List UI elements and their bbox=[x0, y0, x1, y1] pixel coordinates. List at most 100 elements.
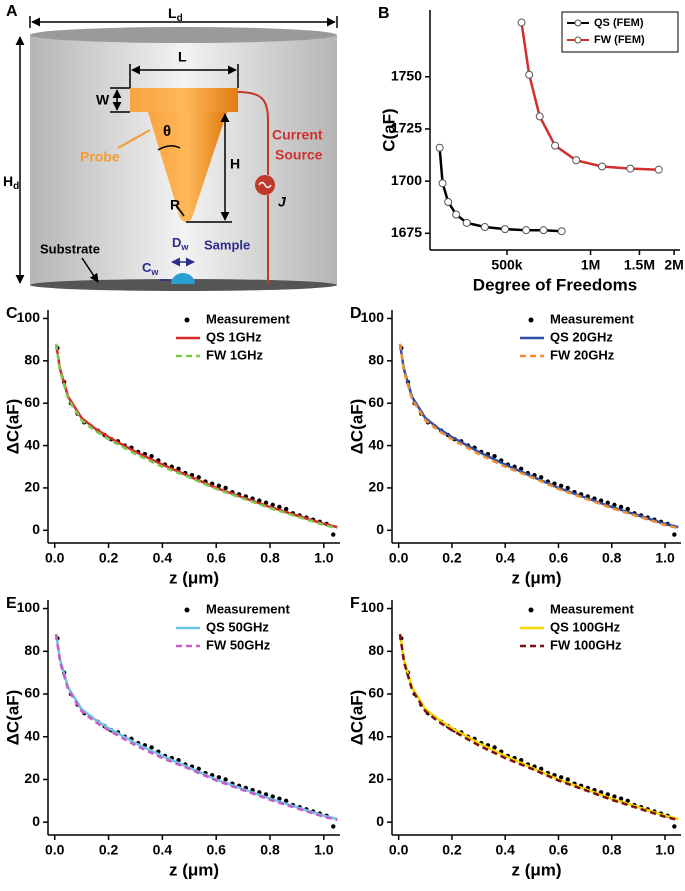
x-tick-label: 0.8 bbox=[260, 550, 280, 566]
data-point bbox=[605, 500, 610, 505]
x-tick-label: 1.0 bbox=[314, 550, 334, 566]
y-axis-label: ΔC(aF) bbox=[347, 690, 366, 746]
legend-marker bbox=[574, 19, 582, 27]
legend-marker bbox=[528, 607, 534, 613]
label-main: H bbox=[3, 173, 13, 189]
data-point bbox=[435, 143, 444, 152]
y-tick-label: 100 bbox=[361, 309, 385, 325]
x-tick-label: 0.4 bbox=[153, 550, 173, 566]
data-point bbox=[223, 777, 228, 782]
data-point bbox=[625, 798, 630, 804]
x-tick-label: 1.0 bbox=[314, 842, 334, 858]
data-point bbox=[438, 179, 447, 188]
data-point bbox=[672, 824, 677, 829]
data-point bbox=[558, 775, 564, 780]
series-line bbox=[438, 147, 562, 233]
y-axis-label: ΔC(aF) bbox=[3, 399, 22, 455]
y-tick-label: 80 bbox=[24, 352, 40, 368]
data-point bbox=[572, 156, 581, 165]
y-tick-label: 1750 bbox=[391, 67, 422, 83]
chart: 0 20 40 60 80 100 0.0 0.2 0.4 0.6 0.8 1.0 z (μm) ΔC(a… bbox=[3, 305, 340, 587]
legend-label: Measurement bbox=[206, 311, 290, 326]
data-point bbox=[263, 500, 269, 505]
y-tick-label: 1675 bbox=[391, 224, 422, 240]
chart: 0 20 40 60 80 100 0.0 0.2 0.4 0.6 0.8 1.0 z (μm) ΔC(a… bbox=[347, 305, 681, 587]
y-axis-label: C(aF) bbox=[379, 108, 398, 151]
x-tick-label: 0.6 bbox=[206, 842, 226, 858]
data-point bbox=[618, 796, 624, 801]
y-tick-label: 80 bbox=[368, 352, 384, 368]
data-point bbox=[517, 18, 526, 27]
legend-marker bbox=[574, 36, 582, 44]
x-tick-label: 0.4 bbox=[153, 842, 173, 858]
x-axis-label: z (μm) bbox=[169, 568, 219, 587]
x-tick-label: 0.8 bbox=[602, 550, 622, 566]
source-wave bbox=[258, 181, 272, 189]
legend-label: FW (FEM) bbox=[594, 34, 645, 46]
series-line bbox=[54, 634, 338, 821]
label: J bbox=[278, 194, 287, 210]
data-point bbox=[277, 504, 282, 510]
y-tick-label: 0 bbox=[376, 813, 384, 829]
label: Ld bbox=[168, 5, 183, 24]
x-tick-label: 0.4 bbox=[495, 550, 515, 566]
data-point bbox=[196, 475, 201, 480]
x-axis-label: z (μm) bbox=[511, 860, 561, 879]
y-tick-label: 40 bbox=[24, 727, 40, 743]
data-point bbox=[331, 532, 336, 537]
wire bbox=[237, 91, 269, 285]
legend-label: Measurement bbox=[206, 601, 290, 616]
x-tick-label: 0.8 bbox=[602, 842, 622, 858]
probe-cantilever bbox=[130, 88, 238, 112]
y-tick-label: 100 bbox=[17, 599, 41, 615]
legend-label: QS 50GHz bbox=[206, 619, 269, 634]
data-point bbox=[672, 532, 677, 537]
y-tick-label: 100 bbox=[17, 309, 41, 325]
panel-letter: E bbox=[6, 595, 17, 612]
y-tick-label: 80 bbox=[24, 642, 40, 658]
diagram: A Ld Hd L W H θ R Probe Current Sou bbox=[3, 3, 338, 291]
chart: 1675 1700 1725 1750 500k 1M 1.5M 2M Degree of Fr… bbox=[378, 5, 684, 294]
data-point bbox=[216, 775, 222, 780]
data-point bbox=[605, 792, 610, 797]
data-point bbox=[654, 165, 663, 174]
data-point bbox=[551, 141, 560, 150]
series-line bbox=[54, 634, 338, 822]
x-tick-label: 0.8 bbox=[260, 842, 280, 858]
cylinder-top bbox=[30, 27, 337, 43]
x-axis-label: z (μm) bbox=[169, 860, 219, 879]
pointer bbox=[81, 257, 99, 283]
y-tick-label: 20 bbox=[24, 479, 40, 495]
x-tick-label: 1.0 bbox=[655, 842, 675, 858]
data-point bbox=[598, 162, 607, 171]
data-point bbox=[270, 502, 275, 508]
data-point bbox=[618, 504, 624, 510]
data-point bbox=[612, 502, 617, 508]
x-tick-label: 0.0 bbox=[45, 550, 65, 566]
x-tick-label: 500k bbox=[491, 257, 522, 273]
x-axis-label: Degree of Freedoms bbox=[473, 275, 637, 294]
data-point bbox=[612, 794, 617, 799]
y-tick-label: 0 bbox=[32, 813, 40, 829]
x-tick-label: 0.2 bbox=[99, 842, 119, 858]
legend-label: QS 20GHz bbox=[550, 329, 613, 344]
legend-label: FW 100GHz bbox=[550, 637, 622, 652]
legend-marker bbox=[528, 317, 534, 323]
angle-arc bbox=[157, 145, 181, 151]
data-point bbox=[196, 766, 201, 771]
y-tick-label: 60 bbox=[368, 394, 384, 410]
data-point bbox=[558, 483, 564, 489]
series-line bbox=[520, 22, 659, 171]
data-point bbox=[263, 792, 269, 797]
data-point bbox=[444, 198, 453, 206]
x-tick-label: 0.0 bbox=[389, 550, 409, 566]
y-tick-label: 80 bbox=[368, 642, 384, 658]
data-point bbox=[522, 226, 531, 235]
sample bbox=[171, 273, 195, 284]
y-tick-label: 0 bbox=[32, 521, 40, 537]
x-tick-label: 0.0 bbox=[389, 842, 409, 858]
chart: 0 20 40 60 80 100 0.0 0.2 0.4 0.6 0.8 1.0 z (μm) ΔC(a… bbox=[3, 595, 340, 879]
label: Source bbox=[275, 147, 323, 163]
legend-label: FW 50GHz bbox=[206, 637, 271, 652]
